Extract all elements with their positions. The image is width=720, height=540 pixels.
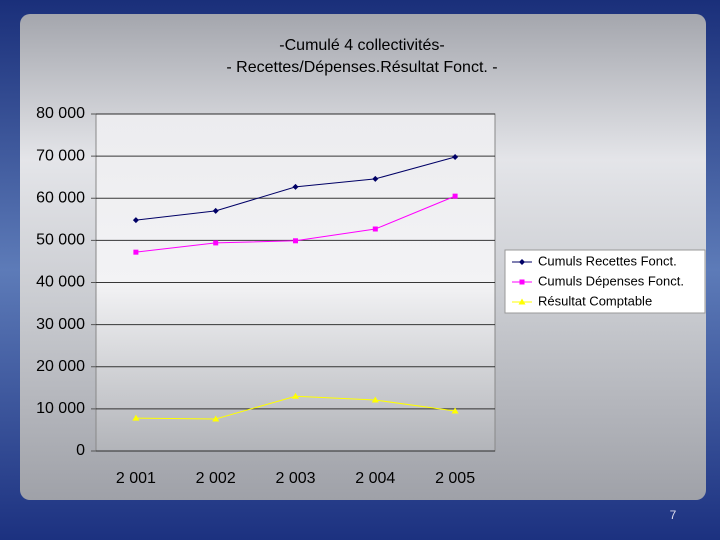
marker [518,298,526,305]
x-tick-label: 2 004 [355,470,395,487]
legend-label: Cumuls Recettes Fonct. [538,253,677,268]
chart-subtitle: - Recettes/Dépenses.Résultat Fonct. - [226,59,497,76]
y-tick-label: 10 000 [36,400,85,417]
x-tick-label: 2 003 [275,470,315,487]
y-tick-label: 70 000 [36,147,85,164]
marker [132,217,139,224]
y-tick-label: 40 000 [36,274,85,291]
marker [212,207,219,214]
marker [133,249,139,255]
legend [504,249,706,314]
marker [372,175,379,182]
legend-label: Cumuls Dépenses Fonct. [538,273,684,288]
chart-title: -Cumulé 4 collectivités- [279,37,444,54]
x-tick-label: 2 002 [196,470,236,487]
y-tick-label: 60 000 [36,189,85,206]
marker [371,396,379,403]
slide-number: 7 [670,508,677,522]
marker [293,238,298,244]
y-tick-label: 30 000 [36,316,85,333]
marker [132,414,140,421]
marker [213,240,219,246]
marker [519,259,525,265]
y-tick-label: 0 [76,442,85,459]
y-tick-label: 20 000 [36,358,85,375]
y-tick-label: 80 000 [36,105,85,122]
marker [292,183,299,190]
marker [452,153,459,160]
marker [452,193,458,199]
y-tick-label: 50 000 [36,232,85,249]
x-tick-label: 2 001 [116,470,156,487]
legend-label: Résultat Comptable [538,293,652,308]
marker [212,415,220,422]
marker [519,279,525,285]
marker [292,392,299,399]
x-tick-label: 2 005 [435,470,475,487]
marker [372,226,378,232]
marker [451,407,459,414]
